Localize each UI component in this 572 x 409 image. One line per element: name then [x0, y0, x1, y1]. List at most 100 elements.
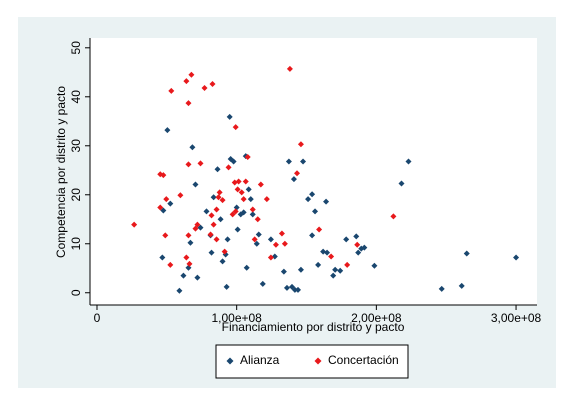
y-tick-label: 20 — [69, 188, 83, 202]
point — [353, 233, 360, 240]
x-axis-title: Financiamiento por distrito y pacto — [222, 320, 405, 334]
point — [219, 258, 226, 265]
point — [232, 124, 239, 131]
point — [163, 196, 170, 203]
x-tick-label: 1,00e+08 — [211, 311, 262, 325]
point — [244, 154, 251, 161]
point — [188, 71, 195, 78]
point — [297, 141, 304, 148]
point — [259, 280, 266, 287]
point — [254, 216, 261, 223]
point — [208, 249, 215, 256]
point — [162, 232, 169, 239]
point — [294, 170, 301, 177]
point — [297, 266, 304, 273]
point — [405, 158, 412, 165]
point — [371, 262, 378, 269]
point — [226, 113, 233, 120]
point — [168, 87, 175, 94]
point — [213, 236, 220, 243]
point — [309, 191, 316, 198]
legend-marker — [314, 357, 322, 365]
point — [216, 189, 223, 196]
point — [242, 178, 249, 185]
point — [221, 248, 228, 255]
point — [159, 254, 166, 261]
point — [361, 244, 368, 251]
legend-label: Concertación — [328, 353, 399, 367]
y-tick-label: 50 — [69, 41, 83, 55]
point — [343, 236, 350, 243]
point — [232, 208, 239, 215]
point — [210, 194, 217, 201]
point — [294, 286, 301, 293]
point — [255, 231, 262, 238]
point — [180, 272, 187, 279]
point — [224, 236, 231, 243]
point — [235, 178, 242, 185]
legend-label: Alianza — [240, 353, 280, 367]
point — [253, 240, 260, 247]
point — [183, 78, 190, 85]
point — [131, 221, 138, 228]
point — [438, 285, 445, 292]
point — [330, 272, 337, 279]
y-tick-label: 30 — [69, 139, 83, 153]
point — [192, 181, 199, 188]
point — [217, 216, 224, 223]
point — [458, 282, 465, 289]
point — [267, 254, 274, 261]
point — [390, 213, 397, 220]
y-tick-label: 0 — [69, 289, 83, 296]
point — [305, 196, 312, 203]
point — [316, 226, 323, 233]
point — [324, 249, 331, 256]
point — [223, 283, 230, 290]
point — [354, 241, 361, 248]
point — [463, 250, 470, 257]
point — [398, 180, 405, 187]
point — [187, 239, 194, 246]
point — [267, 236, 274, 243]
point — [225, 164, 232, 171]
point — [247, 196, 254, 203]
point — [245, 186, 252, 193]
point — [160, 207, 167, 214]
point — [280, 268, 287, 275]
point — [257, 181, 264, 188]
point — [214, 166, 221, 173]
point — [209, 81, 216, 88]
point — [355, 249, 362, 256]
point — [185, 232, 192, 239]
point — [281, 240, 288, 247]
point — [328, 253, 335, 260]
point — [160, 172, 167, 179]
point — [167, 261, 174, 268]
point — [332, 266, 339, 273]
x-tick-label: 3,00e+08 — [491, 311, 542, 325]
point — [208, 212, 215, 219]
point — [309, 232, 316, 239]
x-tick-label: 0 — [94, 311, 101, 325]
point — [251, 236, 258, 243]
point — [286, 65, 293, 72]
legend-marker — [226, 357, 234, 365]
point — [300, 158, 307, 165]
point — [185, 161, 192, 168]
point — [272, 241, 279, 248]
point — [283, 284, 290, 291]
point — [323, 198, 330, 205]
point — [177, 192, 184, 199]
point — [164, 127, 171, 134]
point — [203, 208, 210, 215]
point — [249, 211, 256, 218]
point — [194, 274, 201, 281]
point — [315, 261, 322, 268]
point — [186, 260, 193, 267]
legend — [215, 344, 409, 379]
point — [344, 261, 351, 268]
point — [176, 287, 183, 294]
point — [290, 176, 297, 183]
point — [234, 226, 241, 233]
